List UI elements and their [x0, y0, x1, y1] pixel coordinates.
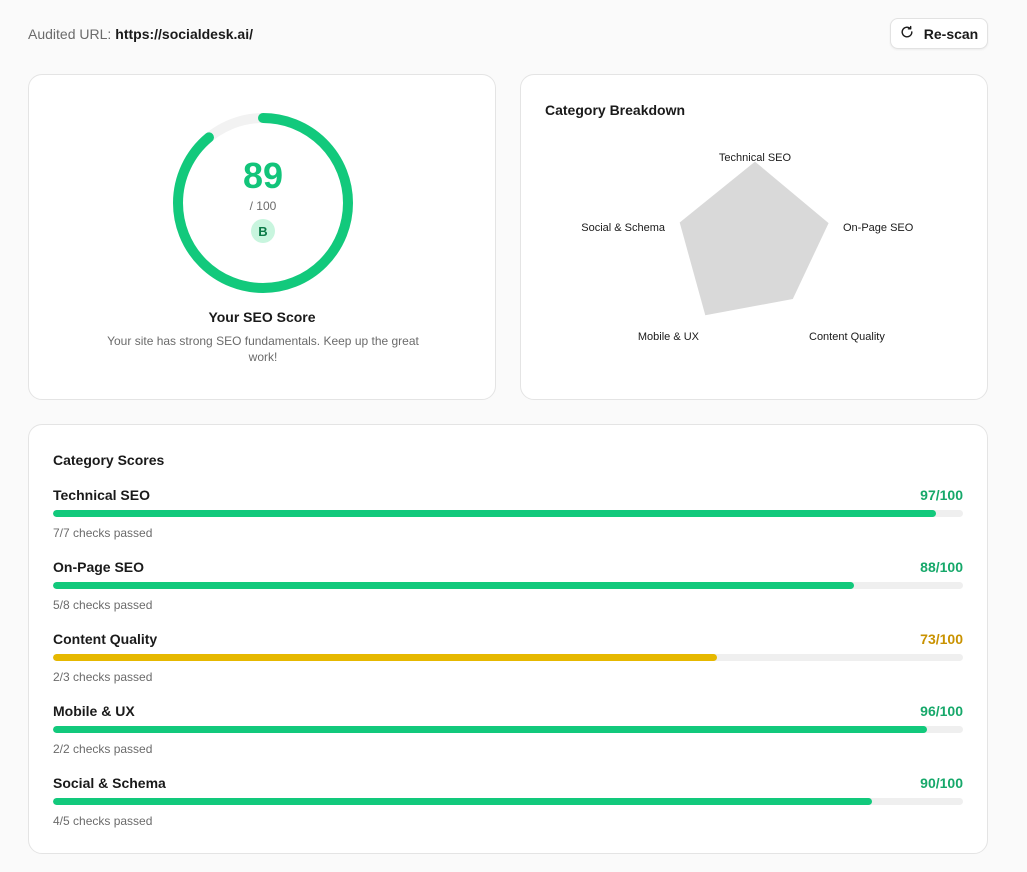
category-progress-fill — [53, 654, 718, 661]
radar-axis-label: Content Quality — [809, 331, 885, 343]
category-score: 88/100 — [920, 559, 963, 575]
category-row: Social & Schema 90/100 4/5 checks passed — [53, 775, 963, 839]
radar-axis-label: Mobile & UX — [638, 331, 700, 343]
radar-axis-label: Technical SEO — [719, 152, 792, 164]
category-scores-card: Category Scores Technical SEO 97/100 7/7 c… — [28, 424, 988, 854]
category-checks: 5/8 checks passed — [53, 598, 153, 612]
rescan-label: Re-scan — [923, 25, 979, 42]
category-name: Social & Schema — [53, 775, 166, 791]
category-row: Content Quality 73/100 2/3 checks passed — [53, 631, 963, 695]
radar-area — [679, 161, 829, 316]
category-name: Content Quality — [53, 631, 158, 647]
radar-axis-label: On-Page SEO — [843, 222, 914, 234]
category-progress-track — [53, 510, 963, 517]
category-row: Mobile & UX 96/100 2/2 checks passed — [53, 703, 963, 767]
category-progress-track — [53, 582, 963, 589]
category-checks: 2/2 checks passed — [53, 742, 153, 756]
score-value: 89 — [242, 155, 284, 196]
category-score: 97/100 — [920, 487, 963, 503]
refresh-icon — [900, 25, 914, 42]
score-ring-graphic — [173, 113, 353, 293]
category-progress-fill — [53, 726, 927, 733]
rescan-button[interactable]: Re-scan — [890, 18, 988, 49]
score-description: Your site has strong SEO fundamentals. K… — [107, 334, 419, 364]
audited-url-label: Audited URL: — [28, 26, 112, 42]
score-ring-center: 89 / 100 B — [171, 111, 355, 295]
radar-axis-label: Social & Schema — [581, 222, 666, 234]
score-ring: 89 / 100 B — [171, 111, 355, 295]
category-progress-track — [53, 726, 963, 733]
score-ring-progress — [173, 113, 353, 293]
category-score: 96/100 — [920, 703, 963, 719]
category-progress-track — [53, 798, 963, 805]
category-progress-fill — [53, 582, 854, 589]
category-checks: 2/3 checks passed — [53, 670, 153, 684]
category-name: On-Page SEO — [53, 559, 145, 575]
category-score: 73/100 — [920, 631, 963, 647]
category-scores-title: Category Scores — [53, 452, 165, 468]
radar-chart: Technical SEO On-Page SEO Content Quality M… — [581, 152, 914, 343]
category-breakdown-title: Category Breakdown — [545, 102, 686, 118]
category-row: Technical SEO 97/100 7/7 checks passed — [53, 487, 963, 551]
category-breakdown-card: Category Breakdown Technical SEO On-Page … — [520, 74, 988, 400]
audited-url-line: Audited URL: https://socialdesk.ai/ — [28, 26, 253, 42]
grade-badge: B — [251, 219, 275, 243]
audited-url-value[interactable]: https://socialdesk.ai/ — [115, 26, 253, 42]
category-name: Technical SEO — [53, 487, 150, 503]
score-max: / 100 — [249, 199, 277, 213]
category-progress-fill — [53, 510, 936, 517]
category-row: On-Page SEO 88/100 5/8 checks passed — [53, 559, 963, 623]
category-checks: 7/7 checks passed — [53, 526, 153, 540]
top-bar: Audited URL: https://socialdesk.ai/ Re-sc… — [28, 18, 988, 50]
seo-score-card: 89 / 100 B Your SEO Score Your site has … — [28, 74, 496, 400]
score-title: Your SEO Score — [208, 309, 316, 325]
category-score: 90/100 — [920, 775, 963, 791]
category-checks: 4/5 checks passed — [53, 814, 153, 828]
category-name: Mobile & UX — [53, 703, 135, 719]
category-progress-track — [53, 654, 963, 661]
category-progress-fill — [53, 798, 872, 805]
